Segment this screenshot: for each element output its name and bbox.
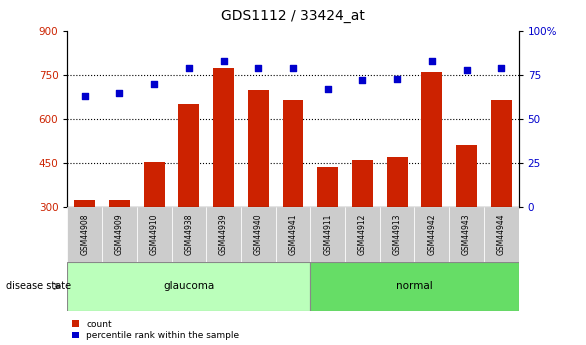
Bar xyxy=(491,100,512,207)
Bar xyxy=(67,207,102,262)
Bar xyxy=(421,72,442,207)
Text: GSM44908: GSM44908 xyxy=(80,214,89,255)
Legend: count, percentile rank within the sample: count, percentile rank within the sample xyxy=(72,320,240,341)
Bar xyxy=(282,100,304,207)
Text: glaucoma: glaucoma xyxy=(163,282,214,291)
Bar xyxy=(248,90,269,207)
Point xyxy=(149,81,159,87)
Text: GSM44940: GSM44940 xyxy=(254,214,263,255)
Text: normal: normal xyxy=(396,282,433,291)
Bar xyxy=(213,68,234,207)
Text: GSM44943: GSM44943 xyxy=(462,214,471,255)
Text: GSM44941: GSM44941 xyxy=(288,214,298,255)
Bar xyxy=(484,207,519,262)
Text: GSM44911: GSM44911 xyxy=(323,214,332,255)
Bar xyxy=(352,160,373,207)
Bar xyxy=(414,207,449,262)
Point xyxy=(462,67,471,72)
Bar xyxy=(241,207,275,262)
Bar xyxy=(311,207,345,262)
Text: GSM44912: GSM44912 xyxy=(358,214,367,255)
Bar xyxy=(137,207,172,262)
Bar xyxy=(172,207,206,262)
Bar xyxy=(74,200,95,207)
Point xyxy=(357,78,367,83)
Text: GSM44939: GSM44939 xyxy=(219,214,228,255)
Bar xyxy=(109,200,130,207)
Bar xyxy=(449,207,484,262)
Text: GSM44913: GSM44913 xyxy=(393,214,401,255)
Text: GSM44909: GSM44909 xyxy=(115,214,124,255)
Point xyxy=(80,93,90,99)
Bar xyxy=(102,207,137,262)
Bar xyxy=(206,207,241,262)
Bar xyxy=(317,167,338,207)
Point xyxy=(115,90,124,95)
Text: GSM44910: GSM44910 xyxy=(149,214,159,255)
Bar xyxy=(345,207,380,262)
Bar xyxy=(380,207,414,262)
Bar xyxy=(179,104,199,207)
Point xyxy=(323,86,332,92)
Bar xyxy=(144,162,165,207)
Point xyxy=(288,65,298,71)
Bar xyxy=(387,157,407,207)
Text: GDS1112 / 33424_at: GDS1112 / 33424_at xyxy=(221,9,365,23)
Bar xyxy=(67,262,311,310)
Point xyxy=(184,65,193,71)
Point xyxy=(254,65,263,71)
Text: GSM44942: GSM44942 xyxy=(427,214,437,255)
Point xyxy=(219,58,229,64)
Text: GSM44944: GSM44944 xyxy=(497,214,506,255)
Text: disease state: disease state xyxy=(6,282,71,291)
Bar xyxy=(311,262,519,310)
Text: GSM44938: GSM44938 xyxy=(185,214,193,255)
Point xyxy=(393,76,402,81)
Bar xyxy=(275,207,311,262)
Point xyxy=(496,65,506,71)
Bar xyxy=(456,146,477,207)
Point xyxy=(427,58,437,64)
